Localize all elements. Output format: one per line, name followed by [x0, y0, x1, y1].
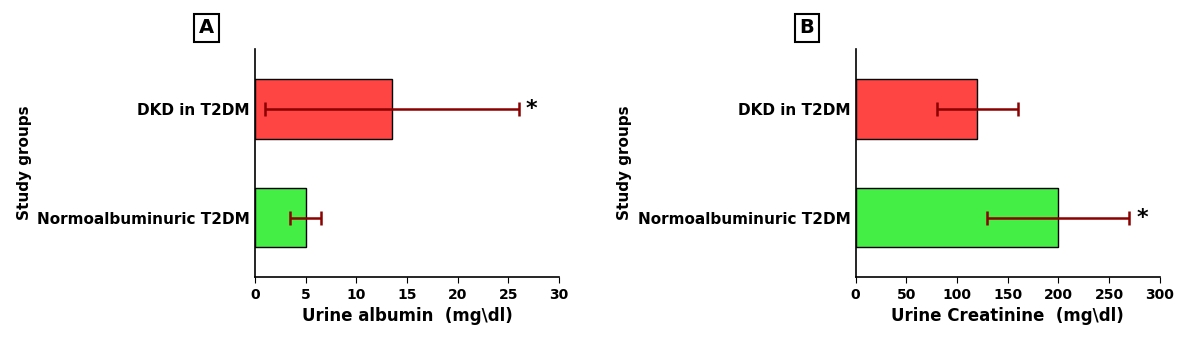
- Text: *: *: [1136, 208, 1148, 227]
- Text: B: B: [799, 18, 815, 37]
- X-axis label: Urine Creatinine  (mg\dl): Urine Creatinine (mg\dl): [891, 307, 1124, 325]
- Text: A: A: [199, 18, 213, 37]
- Text: *: *: [525, 99, 537, 119]
- Bar: [255, 187, 306, 247]
- Bar: [855, 79, 978, 139]
- Y-axis label: Study groups: Study groups: [617, 106, 632, 220]
- Bar: [255, 79, 392, 139]
- X-axis label: Urine albumin  (mg\dl): Urine albumin (mg\dl): [301, 307, 512, 325]
- Y-axis label: Study groups: Study groups: [17, 106, 32, 220]
- Bar: [855, 187, 1059, 247]
